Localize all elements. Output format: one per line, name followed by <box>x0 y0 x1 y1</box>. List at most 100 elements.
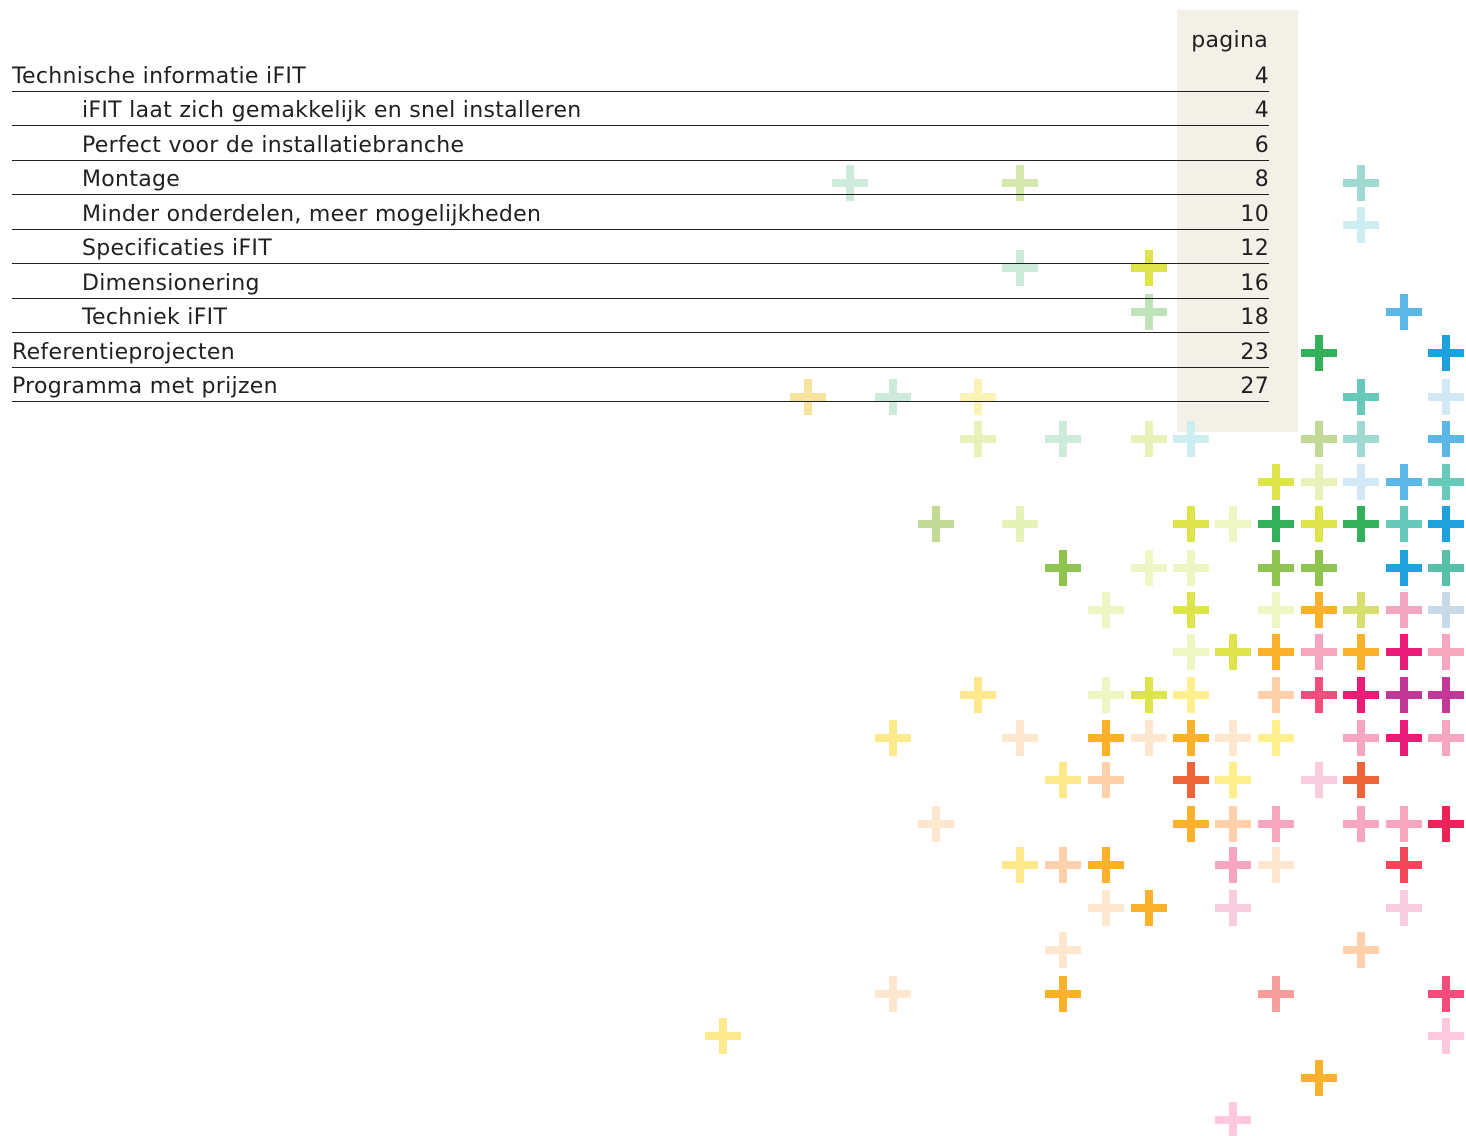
plus-icon <box>1173 677 1209 713</box>
plus-icon <box>1343 762 1379 798</box>
plus-icon <box>1215 847 1251 883</box>
toc-entry-page-number: 8 <box>1254 167 1269 192</box>
plus-icon <box>1258 677 1294 713</box>
plus-icon <box>1386 550 1422 586</box>
plus-icon <box>1088 592 1124 628</box>
plus-icon <box>1428 1018 1464 1054</box>
toc-entry[interactable]: Specificaties iFIT 12 <box>12 231 1269 264</box>
plus-icon <box>1301 550 1337 586</box>
plus-icon <box>1173 720 1209 756</box>
plus-icon <box>1386 847 1422 883</box>
plus-icon <box>1343 506 1379 542</box>
page-column-header: pagina <box>1191 28 1268 53</box>
plus-icon <box>1343 932 1379 968</box>
toc-entry[interactable]: Minder onderdelen, meer mogelijkheden 10 <box>12 196 1269 230</box>
toc-entry[interactable]: Programma met prijzen 27 <box>12 369 1269 402</box>
table-of-contents: Technische informatie iFIT 4 iFIT laat zic… <box>12 58 1269 403</box>
plus-icon <box>1386 720 1422 756</box>
toc-entry-page-number: 4 <box>1254 63 1269 89</box>
plus-icon <box>1386 677 1422 713</box>
plus-icon <box>1173 634 1209 670</box>
toc-entry-title: iFIT laat zich gemakkelijk en snel insta… <box>82 98 582 123</box>
toc-entry-page-number: 27 <box>1240 374 1269 399</box>
plus-icon <box>1428 421 1464 457</box>
plus-icon <box>1088 847 1124 883</box>
toc-entry-page-number: 10 <box>1240 201 1269 227</box>
plus-icon <box>1343 806 1379 842</box>
plus-icon <box>1173 506 1209 542</box>
plus-icon <box>1173 762 1209 798</box>
plus-icon <box>1088 890 1124 926</box>
plus-icon <box>1428 379 1464 415</box>
plus-icon <box>1301 506 1337 542</box>
plus-icon <box>1215 506 1251 542</box>
plus-icon <box>1301 677 1337 713</box>
plus-icon <box>1343 677 1379 713</box>
toc-entry-title: Programma met prijzen <box>12 374 278 399</box>
toc-entry[interactable]: Montage 8 <box>12 162 1269 195</box>
plus-icon <box>1428 464 1464 500</box>
plus-icon <box>1131 421 1167 457</box>
plus-icon <box>1301 1060 1337 1096</box>
toc-entry-title: Montage <box>82 167 181 192</box>
toc-entry-page-number: 16 <box>1240 270 1269 296</box>
plus-icon <box>1088 720 1124 756</box>
plus-icon <box>1428 335 1464 371</box>
plus-icon <box>1215 634 1251 670</box>
toc-entry[interactable]: iFIT laat zich gemakkelijk en snel insta… <box>12 93 1269 126</box>
plus-icon <box>1131 720 1167 756</box>
plus-icon <box>1045 976 1081 1012</box>
plus-icon <box>1131 890 1167 926</box>
plus-icon <box>1258 634 1294 670</box>
plus-icon <box>1386 294 1422 330</box>
plus-icon <box>1045 847 1081 883</box>
plus-icon <box>875 976 911 1012</box>
plus-icon <box>1343 592 1379 628</box>
plus-icon <box>1215 890 1251 926</box>
plus-icon <box>1428 976 1464 1012</box>
plus-icon <box>1428 592 1464 628</box>
plus-icon <box>1386 634 1422 670</box>
plus-icon <box>1428 634 1464 670</box>
toc-entry-title: Technische informatie iFIT <box>12 63 306 89</box>
toc-entry-title: Referentieprojecten <box>12 339 235 365</box>
plus-icon <box>1173 592 1209 628</box>
plus-icon <box>1088 762 1124 798</box>
plus-icon <box>1258 464 1294 500</box>
plus-icon <box>1131 550 1167 586</box>
plus-icon <box>1045 762 1081 798</box>
plus-icon <box>1173 806 1209 842</box>
plus-icon <box>1386 806 1422 842</box>
plus-icon <box>1343 720 1379 756</box>
toc-entry-title: Minder onderdelen, meer mogelijkheden <box>82 201 542 227</box>
plus-icon <box>1002 720 1038 756</box>
plus-icon <box>960 677 996 713</box>
plus-icon <box>1215 1102 1251 1136</box>
plus-icon <box>1258 592 1294 628</box>
plus-icon <box>1215 806 1251 842</box>
toc-entry[interactable]: Techniek iFIT 18 <box>12 300 1269 333</box>
toc-entry-title: Specificaties iFIT <box>82 236 272 261</box>
plus-icon <box>1301 421 1337 457</box>
toc-entry[interactable]: Technische informatie iFIT 4 <box>12 58 1269 92</box>
plus-icon <box>1258 806 1294 842</box>
plus-icon <box>1343 165 1379 201</box>
plus-icon <box>1258 720 1294 756</box>
plus-icon <box>1045 932 1081 968</box>
toc-entry-page-number: 6 <box>1254 132 1269 158</box>
toc-entry-title: Perfect voor de installatiebranche <box>82 132 465 158</box>
toc-entry-page-number: 18 <box>1240 305 1269 330</box>
toc-entry[interactable]: Referentieprojecten 23 <box>12 334 1269 368</box>
toc-entry[interactable]: Perfect voor de installatiebranche 6 <box>12 127 1269 161</box>
plus-icon <box>1002 506 1038 542</box>
toc-entry[interactable]: Dimensionering 16 <box>12 265 1269 299</box>
plus-icon <box>1002 847 1038 883</box>
toc-entry-title: Techniek iFIT <box>82 305 228 330</box>
plus-icon <box>875 720 911 756</box>
plus-icon <box>1088 677 1124 713</box>
toc-entry-page-number: 12 <box>1240 236 1269 261</box>
plus-icon <box>1258 506 1294 542</box>
plus-icon <box>1343 464 1379 500</box>
plus-icon <box>1343 207 1379 243</box>
plus-icon <box>1386 592 1422 628</box>
